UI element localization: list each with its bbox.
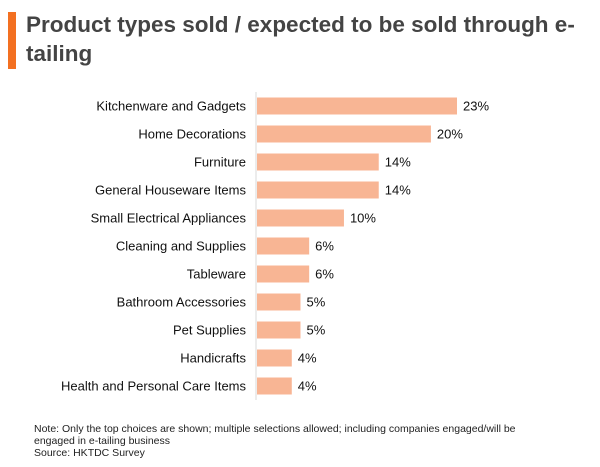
- category-label: Tableware: [187, 267, 246, 282]
- category-label: Pet Supplies: [173, 323, 246, 338]
- bar: [257, 97, 457, 115]
- data-label: 6%: [315, 239, 334, 254]
- bar: [257, 377, 292, 395]
- title-accent-bar: [8, 12, 16, 69]
- data-label: 14%: [385, 183, 411, 198]
- chart-title: Product types sold / expected to be sold…: [26, 12, 575, 66]
- chart-footer: Note: Only the top choices are shown; mu…: [34, 423, 534, 459]
- data-label: 4%: [298, 379, 317, 394]
- bar: [257, 321, 301, 339]
- category-label: Bathroom Accessories: [117, 295, 247, 310]
- data-label: 20%: [437, 127, 463, 142]
- data-label: 6%: [315, 267, 334, 282]
- bar: [257, 237, 310, 255]
- category-label: Handicrafts: [180, 351, 246, 366]
- bar: [257, 209, 344, 227]
- data-label: 5%: [306, 323, 325, 338]
- data-label: 5%: [306, 295, 325, 310]
- bar: [257, 125, 431, 143]
- category-label: Home Decorations: [138, 127, 246, 142]
- bar: [257, 153, 379, 171]
- chart-note: Note: Only the top choices are shown; mu…: [34, 423, 516, 447]
- chart-source: Source: HKTDC Survey: [34, 447, 145, 459]
- data-label: 4%: [298, 351, 317, 366]
- category-label: Furniture: [194, 155, 246, 170]
- category-label: Kitchenware and Gadgets: [96, 99, 246, 114]
- category-label: General Houseware Items: [95, 183, 247, 198]
- category-label: Cleaning and Supplies: [116, 239, 247, 254]
- data-label: 23%: [463, 99, 489, 114]
- category-label: Small Electrical Appliances: [91, 211, 247, 226]
- category-label: Health and Personal Care Items: [61, 379, 246, 394]
- bar: [257, 349, 292, 367]
- data-label: 10%: [350, 211, 376, 226]
- data-label: 14%: [385, 155, 411, 170]
- bar: [257, 265, 310, 283]
- bar-chart: Kitchenware and Gadgets 23% Home Decoratio…: [61, 92, 489, 400]
- bar: [257, 293, 301, 311]
- bar: [257, 181, 379, 199]
